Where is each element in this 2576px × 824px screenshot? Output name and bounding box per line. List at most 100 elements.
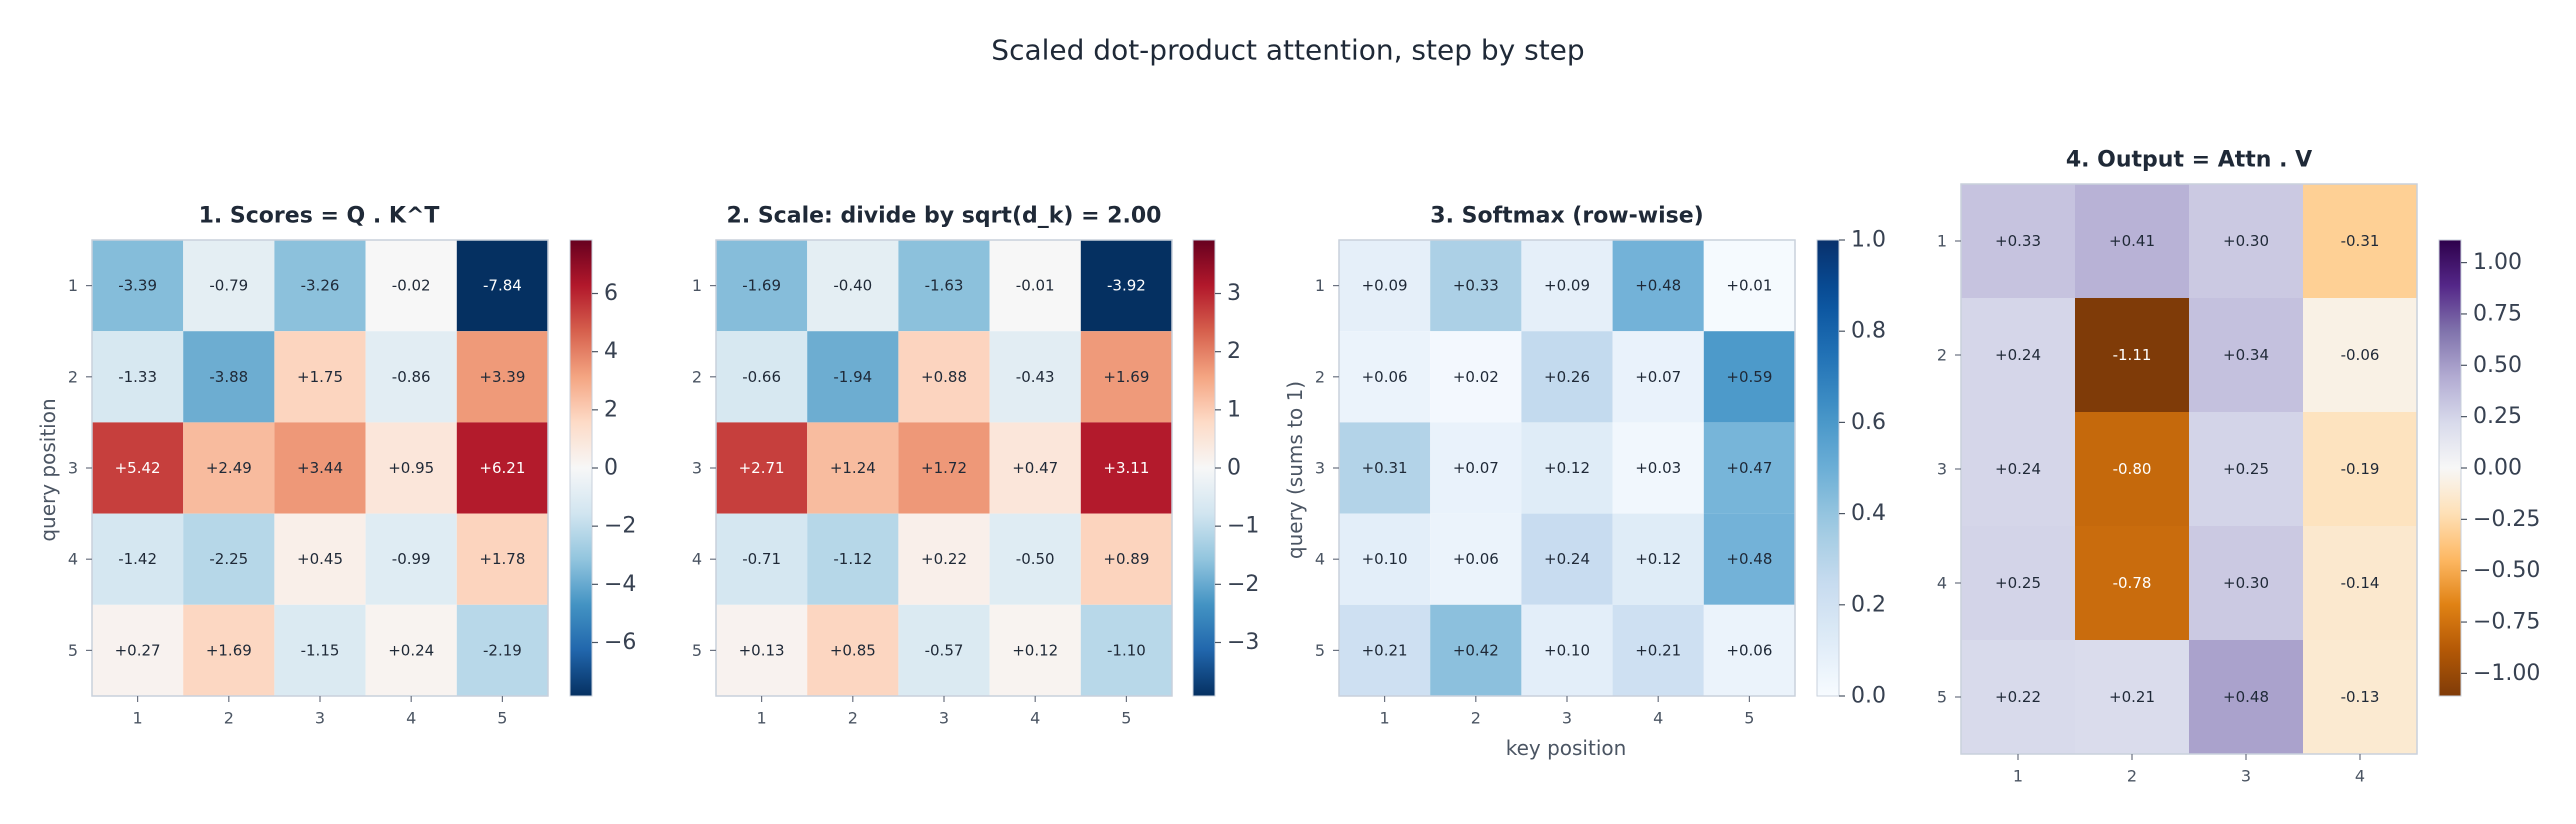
cell-value-label: +3.44 (297, 459, 343, 477)
cell-value-label: +0.22 (1995, 688, 2041, 706)
heatmap-cell (183, 240, 275, 332)
cell-value-label: +0.30 (2223, 232, 2269, 250)
heatmap-cell (1430, 513, 1522, 605)
heatmap-cell (1703, 331, 1795, 423)
heatmap-cell (1703, 422, 1795, 514)
x-tick-label: 2 (1471, 709, 1481, 728)
colorbar-gradient (569, 239, 593, 697)
colorbar-tick-label: 1.0 (1851, 228, 1886, 253)
cell-value-label: -0.57 (925, 641, 964, 659)
panel-title: 4. Output = Attn . V (2066, 148, 2312, 173)
heatmap-cell (1703, 240, 1795, 332)
heatmap-cell (1430, 604, 1522, 696)
x-tick-label: 4 (2355, 767, 2365, 786)
colorbar-tick-label: 0.0 (1851, 684, 1886, 709)
heatmap-cell (183, 422, 275, 514)
panel-title: 1. Scores = Q . K^T (199, 204, 440, 229)
heatmap-cell (1521, 422, 1613, 514)
colorbar-tick-label: 0.50 (2473, 353, 2522, 378)
cell-value-label: -0.86 (392, 368, 431, 386)
heatmap-cell (365, 331, 457, 423)
heatmap-cell (807, 513, 899, 605)
colorbar-tick-label: −6 (604, 630, 636, 655)
heatmap-cell (365, 240, 457, 332)
heatmap-cell (456, 604, 548, 696)
heatmap-cell (92, 604, 184, 696)
colorbar-tick-label: 2 (1227, 339, 1241, 364)
heatmap-cell (989, 604, 1081, 696)
y-tick-label: 4 (692, 550, 702, 569)
cell-value-label: +0.47 (1726, 459, 1772, 477)
panel-output: 4. Output = Attn . V +0.33 +0.41 +0.30 -0.3… (1937, 148, 2541, 786)
cell-value-label: +0.30 (2223, 574, 2269, 592)
y-tick-label: 1 (692, 276, 702, 295)
cell-value-label: +0.02 (1453, 368, 1499, 386)
y-tick-label: 2 (1315, 367, 1325, 386)
colorbar-tick-label: −1 (1227, 514, 1259, 539)
y-tick-label: 3 (68, 459, 78, 478)
heatmap-cell (807, 240, 899, 332)
cell-value-label: +0.21 (1635, 641, 1681, 659)
cell-value-label: +0.45 (297, 550, 343, 568)
y-axis-label: query (sums to 1) (1283, 381, 1307, 559)
heatmap-cell (989, 422, 1081, 514)
cell-value-label: +0.21 (2109, 688, 2155, 706)
panel-scores: 1. Scores = Q . K^T query position -3.39… (36, 204, 636, 728)
y-tick-label: 2 (68, 367, 78, 386)
y-tick-label: 5 (692, 641, 702, 660)
heatmap-cell (1612, 604, 1704, 696)
colorbar-tick-label: 4 (604, 339, 618, 364)
x-tick-label: 4 (406, 709, 416, 728)
cell-value-label: +0.12 (1544, 459, 1590, 477)
heatmap-cell (716, 422, 808, 514)
cell-value-label: +0.21 (1362, 641, 1408, 659)
x-tick-label: 3 (315, 709, 325, 728)
heatmap-cell (1703, 513, 1795, 605)
cell-value-label: +0.41 (2109, 232, 2155, 250)
cell-value-label: +0.85 (830, 641, 876, 659)
y-tick-label: 5 (1937, 688, 1947, 707)
cell-value-label: -3.26 (301, 277, 340, 295)
cell-value-label: +0.47 (1012, 459, 1058, 477)
x-tick-label: 4 (1030, 709, 1040, 728)
heatmap-plot-area: -3.39 -0.79 -3.26 -0.02 -7.84 -1.33 -3.88 +1.75… (68, 239, 549, 728)
heatmap-cell (807, 422, 899, 514)
cell-value-label: -7.84 (483, 277, 522, 295)
heatmap-cell (989, 513, 1081, 605)
heatmap-cell (898, 604, 990, 696)
cell-value-label: -0.80 (2113, 460, 2152, 478)
heatmap-cell (2189, 526, 2303, 640)
cell-value-label: -0.06 (2341, 346, 2380, 364)
colorbar-tick-label: 0.8 (1851, 319, 1886, 344)
heatmap-cell (1080, 604, 1172, 696)
heatmap-cell (807, 331, 899, 423)
cell-value-label: -3.92 (1107, 277, 1146, 295)
colorbar-tick-label: −0.50 (2473, 558, 2540, 583)
heatmap-cell (2189, 184, 2303, 298)
cell-value-label: +1.78 (479, 550, 525, 568)
cell-value-label: +0.34 (2223, 346, 2269, 364)
colorbar-tick-label: 0.2 (1851, 592, 1886, 617)
y-tick-label: 5 (68, 641, 78, 660)
heatmap-cell (716, 513, 808, 605)
colorbar-tick-label: 1 (1227, 397, 1241, 422)
heatmap-cell (898, 331, 990, 423)
heatmap-cell (1339, 240, 1431, 332)
heatmap-cell (1430, 331, 1522, 423)
cell-value-label: +6.21 (479, 459, 525, 477)
heatmap-cell (92, 513, 184, 605)
heatmap-cell (716, 240, 808, 332)
y-tick-label: 1 (1937, 232, 1947, 251)
heatmap-cell (716, 331, 808, 423)
colorbar-tick-label: 3 (1227, 281, 1241, 306)
y-tick-label: 4 (1315, 550, 1325, 569)
cell-value-label: +1.24 (830, 459, 876, 477)
cell-value-label: -3.39 (118, 277, 157, 295)
cell-value-label: +0.12 (1635, 550, 1681, 568)
colorbar-gradient (1192, 239, 1216, 697)
heatmap-cell (1521, 331, 1613, 423)
y-tick-label: 1 (68, 276, 78, 295)
cell-value-label: +0.89 (1103, 550, 1149, 568)
heatmap-cell (2075, 526, 2189, 640)
x-tick-label: 2 (224, 709, 234, 728)
